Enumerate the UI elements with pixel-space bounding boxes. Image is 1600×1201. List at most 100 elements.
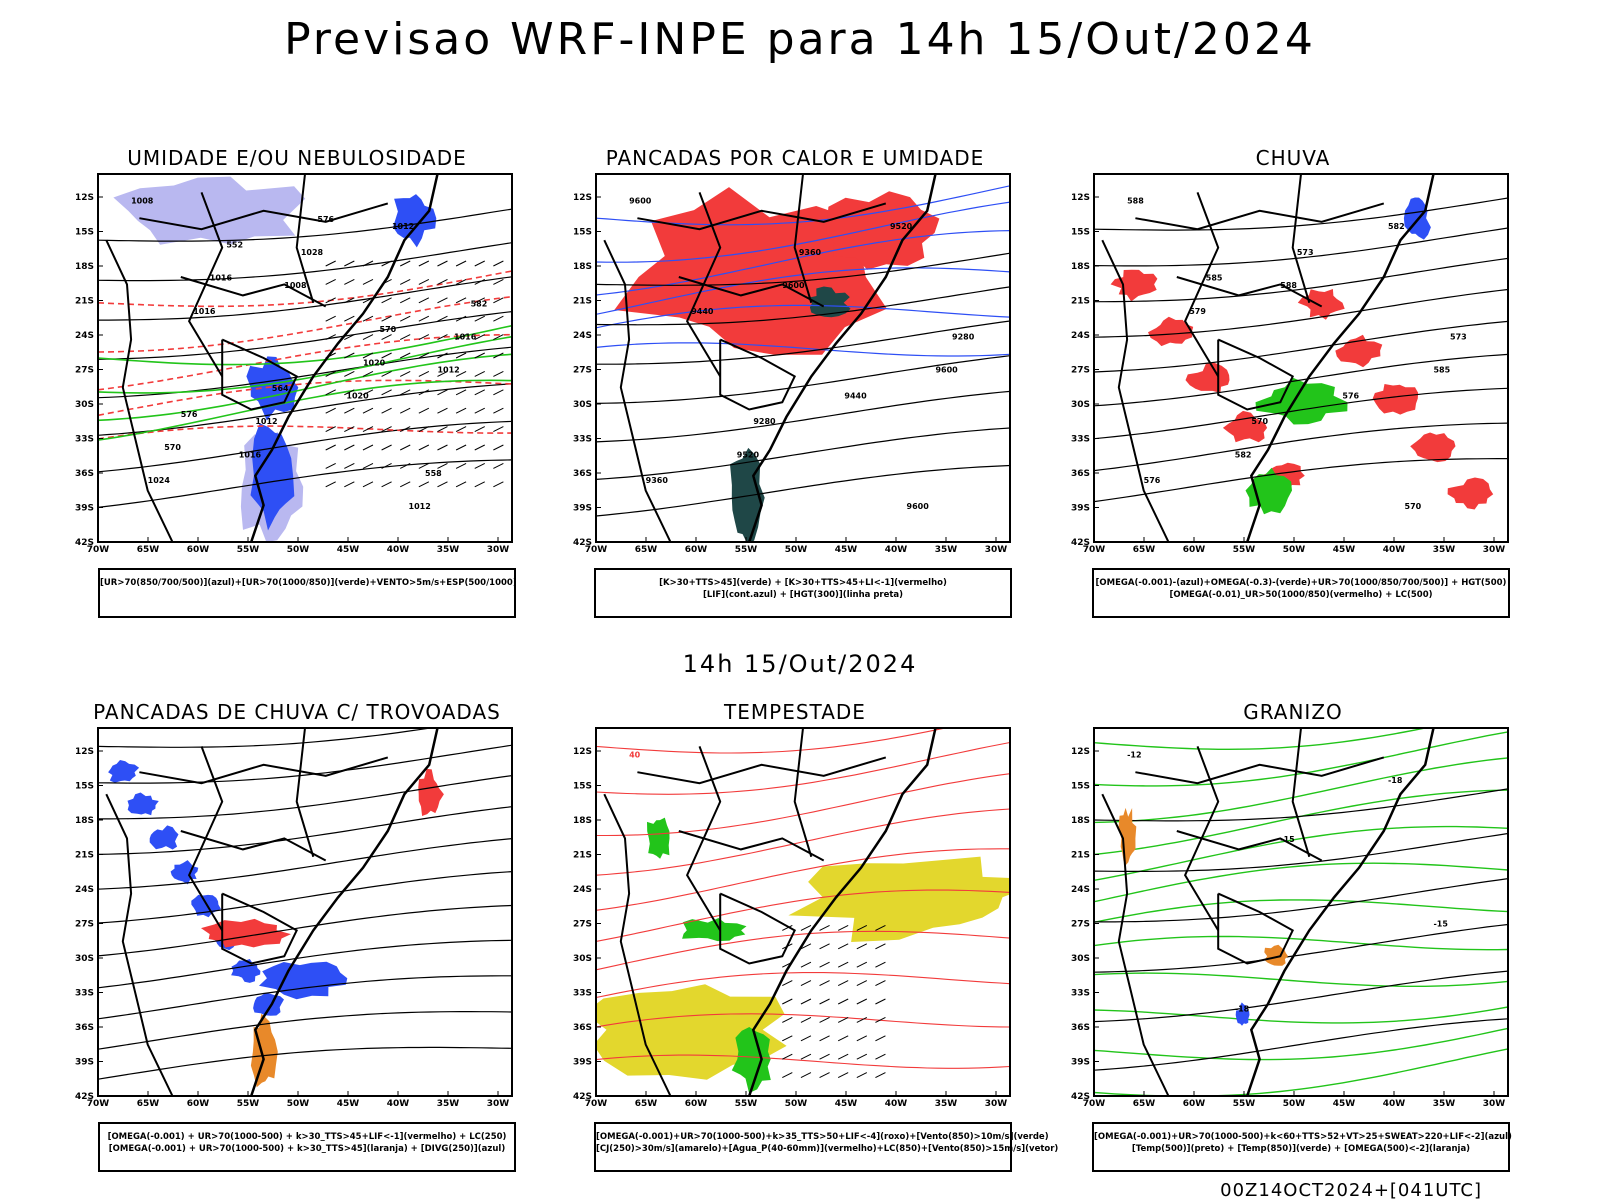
thickness-line — [98, 425, 512, 440]
legend-line: [UR>70(850/700/500)](azul)+[UR>70(1000/8… — [100, 578, 517, 588]
wind-vector — [455, 260, 467, 267]
wind-vector — [493, 389, 504, 396]
x-tick-label: 55W — [237, 1099, 260, 1109]
wind-vector — [381, 315, 392, 322]
x-tick-label: 70W — [87, 545, 110, 555]
streamline-850 — [596, 889, 1010, 942]
contour-label: 585 — [1206, 274, 1223, 283]
country-border — [793, 728, 813, 858]
wind-vector — [381, 370, 392, 377]
y-tick-label: 21S — [573, 851, 592, 861]
y-tick-label: 42S — [1071, 1092, 1090, 1102]
map-content: 588 588 585 582 582 579 576 576 573 573 570 570 585 — [1094, 174, 1508, 542]
streamline-850 — [596, 1054, 1010, 1069]
streamline-850 — [596, 848, 1010, 911]
streamline-850 — [596, 1013, 1010, 1028]
wind-vector — [782, 1016, 793, 1023]
wind-vector — [344, 334, 355, 341]
divergence-area — [127, 792, 159, 816]
y-tick-label: 21S — [75, 851, 94, 861]
country-border — [221, 338, 299, 411]
wind-vector — [437, 278, 448, 285]
contour-label: 1028 — [301, 248, 324, 257]
wind-vector — [381, 426, 392, 433]
y-tick-label: 24S — [1071, 331, 1090, 341]
x-tick-label: 40W — [1383, 545, 1406, 555]
wind-vector — [362, 370, 374, 377]
contour-label: 588 — [1127, 196, 1144, 205]
lifted-index-contour — [596, 201, 1010, 263]
contour-label: 1012 — [392, 222, 414, 231]
country-border — [295, 174, 315, 304]
country-border — [1135, 756, 1385, 785]
wind-vector — [493, 370, 504, 377]
wind-vector — [819, 961, 830, 968]
pressure-isobar — [98, 276, 512, 321]
wind-vector — [474, 407, 485, 414]
contour-label: 579 — [1189, 307, 1206, 316]
temp-850-contour — [1094, 972, 1508, 987]
coastline-east — [748, 728, 937, 1096]
wind-vector — [418, 315, 430, 322]
country-border — [1291, 174, 1311, 304]
map-umidade: 1008 1008 1012 1016 1012 1016 1020 1024 1028 1016… — [75, 173, 513, 555]
x-tick-label: 60W — [1183, 545, 1206, 555]
wind-vector — [399, 352, 411, 359]
legend-line: [OMEGA(-0.01)_UR>50(1000/850)(vermelho) … — [1169, 590, 1433, 600]
contour-label: 9600 — [782, 281, 805, 290]
wind-vector — [437, 334, 448, 341]
wind-vector — [399, 315, 411, 322]
contour-label: 9600 — [629, 196, 652, 205]
temp-850-contour — [1094, 862, 1508, 903]
x-tick-label: 30W — [487, 1099, 510, 1109]
x-tick-label: 45W — [337, 1099, 360, 1109]
contour-label: 9360 — [799, 248, 822, 257]
contour-label: 9440 — [691, 307, 714, 316]
wind-vector — [399, 260, 411, 267]
x-tick-label: 45W — [835, 545, 858, 555]
coastline-east — [1246, 174, 1435, 542]
wind-vector — [782, 1035, 793, 1042]
y-tick-label: 18S — [75, 816, 94, 826]
wind-vector — [455, 297, 467, 304]
run-id: 00Z14OCT2024+[041UTC] — [1220, 1180, 1482, 1201]
x-tick-label: 65W — [1133, 1099, 1156, 1109]
wind-vector — [344, 444, 355, 451]
contour-label: 576 — [1342, 391, 1359, 400]
legend-line: [CJ(250)>30m/s](amarelo)+[Agua_P(40-60mm… — [596, 1144, 1059, 1154]
wind-vector — [782, 980, 793, 987]
wind-vector — [362, 352, 374, 359]
country-border — [295, 728, 315, 858]
wind-vector — [837, 1035, 849, 1042]
wind-vector — [344, 297, 355, 304]
contour-label: 1008 — [284, 281, 307, 290]
streamline-250 — [98, 806, 512, 855]
map-content: 40 — [596, 728, 1010, 1096]
x-tick-label: 30W — [487, 545, 510, 555]
wind-vector — [819, 1035, 830, 1042]
country-border — [678, 276, 825, 308]
contour-label: 1020 — [346, 391, 369, 400]
y-tick-label: 18S — [573, 816, 592, 826]
wind-vector — [856, 943, 868, 950]
x-tick-label: 30W — [985, 545, 1008, 555]
map-chuva: 588 588 585 582 582 579 576 576 573 573 570 570 585 1… — [1071, 173, 1509, 555]
humidity-low-contour — [98, 379, 512, 441]
streamline-850 — [596, 773, 1010, 837]
y-tick-label: 15S — [573, 228, 592, 238]
streamline-850 — [596, 808, 1010, 876]
contour-label: 564 — [272, 384, 289, 393]
temp-500-contour — [1094, 970, 1508, 1023]
wind-vector — [474, 426, 485, 433]
x-tick-label: 50W — [785, 545, 808, 555]
wind-vector — [856, 998, 868, 1005]
page-title: Previsao WRF-INPE para 14h 15/Out/2024 — [284, 14, 1316, 65]
legend-pancadas-calor: [K>30+TTS>45](verde) + [K>30+TTS>45+LI<-… — [594, 568, 1012, 618]
height-500-contour — [1094, 422, 1508, 472]
contour-label: -18 — [1235, 1004, 1250, 1013]
y-tick-label: 30S — [1071, 954, 1090, 964]
contour-label: 570 — [380, 325, 397, 334]
y-tick-label: 27S — [75, 920, 94, 930]
wind-vector — [875, 1053, 886, 1060]
wind-850-area — [731, 1027, 771, 1094]
